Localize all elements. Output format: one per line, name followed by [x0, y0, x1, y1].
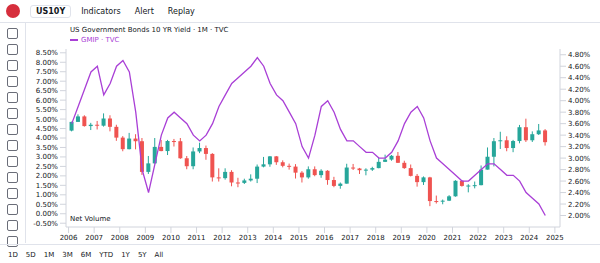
svg-text:8.00%: 8.00% — [36, 59, 59, 67]
svg-text:3.20%: 3.20% — [568, 143, 591, 151]
svg-text:3.40%: 3.40% — [568, 132, 591, 140]
svg-text:2009: 2009 — [136, 234, 154, 242]
svg-text:3.00%: 3.00% — [36, 153, 59, 161]
svg-text:1.50%: 1.50% — [36, 182, 59, 190]
svg-text:4.00%: 4.00% — [36, 134, 59, 142]
svg-text:4.60%: 4.60% — [568, 63, 591, 71]
svg-text:4.40%: 4.40% — [568, 74, 591, 82]
html-text:3M: 3M — [62, 250, 73, 259]
html-text:5D: 5D — [25, 250, 36, 259]
svg-text:5.50%: 5.50% — [36, 106, 59, 114]
html-text:All: All — [154, 250, 164, 259]
svg-text:2012: 2012 — [213, 234, 231, 242]
svg-text:0.50%: 0.50% — [36, 201, 59, 209]
svg-text:2015: 2015 — [290, 234, 308, 242]
svg-text:2021: 2021 — [444, 234, 462, 242]
svg-text:2024: 2024 — [520, 234, 538, 242]
svg-text:2008: 2008 — [111, 234, 129, 242]
svg-text:0.00%: 0.00% — [36, 210, 59, 218]
svg-text:2019: 2019 — [392, 234, 410, 242]
svg-text:2.00%: 2.00% — [36, 172, 59, 180]
html-text:US Government Bonds 10 YR Yiel: US Government Bonds 10 YR Yield · 1M · T… — [70, 26, 229, 34]
svg-text:3.50%: 3.50% — [36, 144, 59, 152]
svg-text:2.80%: 2.80% — [568, 166, 591, 174]
svg-text:2025: 2025 — [546, 234, 564, 242]
html-text:6M: 6M — [80, 250, 92, 259]
svg-text:2011: 2011 — [188, 234, 206, 242]
html-text:Net Volume: Net Volume — [70, 215, 111, 223]
svg-text:4.80%: 4.80% — [568, 51, 591, 59]
html-text:US10Y: US10Y — [36, 6, 66, 16]
svg-text:2.20%: 2.20% — [568, 201, 591, 209]
svg-text:2020: 2020 — [418, 234, 436, 242]
svg-text:4.50%: 4.50% — [36, 125, 59, 133]
svg-text:4.20%: 4.20% — [568, 86, 591, 94]
svg-text:7.50%: 7.50% — [36, 68, 59, 76]
svg-text:2.60%: 2.60% — [568, 178, 591, 186]
svg-text:8.50%: 8.50% — [36, 49, 59, 57]
html-text:1D: 1D — [8, 250, 18, 259]
html-text:YTD: YTD — [99, 250, 114, 259]
html-text:Alert: Alert — [134, 6, 154, 16]
svg-text:5.00%: 5.00% — [36, 116, 59, 124]
svg-text:4.00%: 4.00% — [568, 97, 591, 105]
svg-text:2.40%: 2.40% — [568, 189, 591, 197]
svg-text:1.00%: 1.00% — [36, 191, 59, 199]
svg-text:6.00%: 6.00% — [36, 97, 59, 105]
svg-text:2016: 2016 — [316, 234, 334, 242]
svg-text:2007: 2007 — [85, 234, 103, 242]
html-text:GMIP · TVC: GMIP · TVC — [81, 36, 120, 44]
svg-text:2014: 2014 — [264, 234, 282, 242]
svg-text:3.00%: 3.00% — [568, 155, 591, 163]
html-text:1Y: 1Y — [121, 250, 130, 259]
svg-text:3.60%: 3.60% — [568, 120, 591, 128]
html-text:Indicators: Indicators — [81, 6, 121, 16]
svg-text:3.80%: 3.80% — [568, 109, 591, 117]
svg-text:2017: 2017 — [341, 234, 359, 242]
svg-text:7.00%: 7.00% — [36, 78, 59, 86]
svg-text:-0.50%: -0.50% — [33, 220, 58, 228]
html-text:Replay: Replay — [167, 6, 195, 16]
svg-text:2022: 2022 — [469, 234, 487, 242]
html-text:1M: 1M — [43, 250, 55, 259]
svg-text:2023: 2023 — [495, 234, 513, 242]
svg-text:2.50%: 2.50% — [36, 163, 59, 171]
svg-text:2010: 2010 — [162, 234, 180, 242]
svg-text:2.00%: 2.00% — [568, 212, 591, 220]
svg-text:6.50%: 6.50% — [36, 87, 59, 95]
html-text:5Y: 5Y — [137, 250, 147, 259]
svg-text:2018: 2018 — [367, 234, 385, 242]
svg-text:2006: 2006 — [60, 234, 78, 242]
svg-text:2013: 2013 — [239, 234, 257, 242]
